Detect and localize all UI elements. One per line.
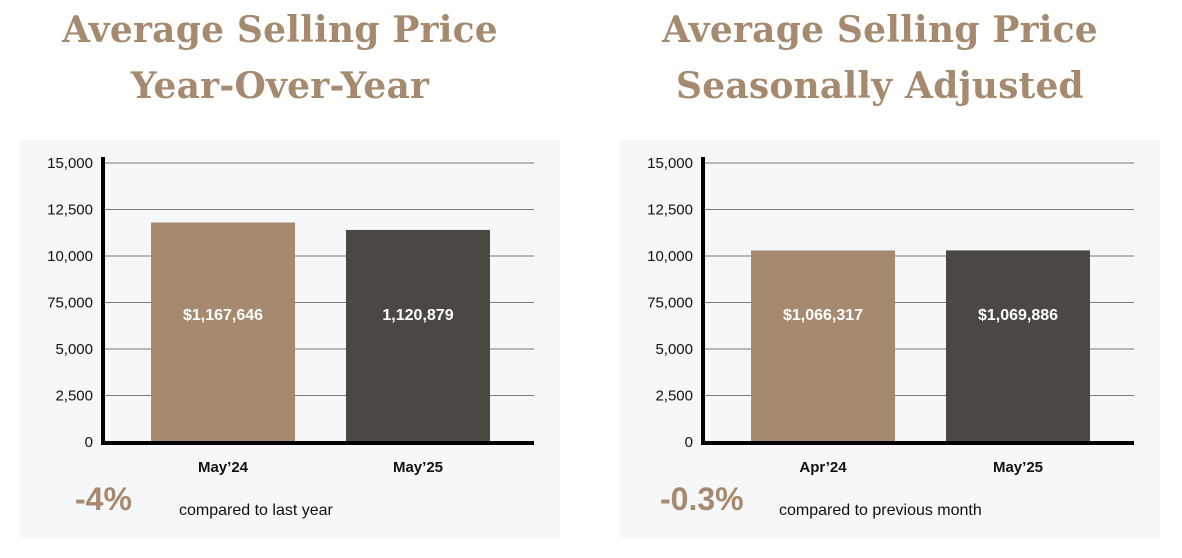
y-tick-label: 5,000 <box>655 341 693 358</box>
x-tick-label: May’25 <box>393 459 443 476</box>
y-tick-label: 0 <box>685 434 693 451</box>
y-tick-label: 2,500 <box>655 388 693 405</box>
bar-data-label: $1,167,646 <box>183 307 263 324</box>
x-tick-label: Apr’24 <box>799 459 847 476</box>
chart-title-line-2: Seasonally Adjusted <box>676 65 1084 107</box>
x-tick-label: May’24 <box>198 459 249 476</box>
chart-card: 0 2,500 5,000 75,000 10,000 12,500 15,000 $1,06… <box>620 140 1160 538</box>
bar <box>946 250 1090 442</box>
y-tick-label: 75,000 <box>647 295 693 312</box>
bar-data-label: $1,066,317 <box>783 307 863 324</box>
chart-title: Average Selling Price Seasonally Adjuste… <box>600 2 1160 114</box>
chart-title-line-2: Year-Over-Year <box>130 65 430 107</box>
y-tick-label: 15,000 <box>647 155 693 172</box>
y-tick-label: 75,000 <box>47 295 93 312</box>
panel-year-over-year: Average Selling Price Year-Over-Year 0 2,… <box>0 0 560 558</box>
chart-card: 0 2,500 5,000 75,000 10,000 12,500 15,000 $1,16… <box>20 140 560 538</box>
chart-title: Average Selling Price Year-Over-Year <box>0 2 560 114</box>
change-percent: -4% <box>75 481 132 517</box>
compare-text: compared to last year <box>179 502 333 519</box>
bar <box>751 250 895 442</box>
y-tick-label: 5,000 <box>55 341 93 358</box>
bar-data-label: $1,069,886 <box>978 307 1058 324</box>
panel-seasonally-adjusted: Average Selling Price Seasonally Adjuste… <box>600 0 1160 558</box>
y-tick-label: 15,000 <box>47 155 93 172</box>
y-tick-label: 2,500 <box>55 388 93 405</box>
x-tick-label: May’25 <box>993 459 1043 476</box>
y-tick-label: 10,000 <box>47 248 93 265</box>
bar <box>346 229 490 442</box>
bar-chart: 0 2,500 5,000 75,000 10,000 12,500 15,000 $1,16… <box>47 155 534 476</box>
change-percent: -0.3% <box>660 481 744 517</box>
chart-title-line-1: Average Selling Price <box>662 9 1098 51</box>
y-tick-label: 0 <box>85 434 93 451</box>
chart-title-line-1: Average Selling Price <box>62 9 498 51</box>
bar-chart: 0 2,500 5,000 75,000 10,000 12,500 15,000 $1,06… <box>647 155 1134 476</box>
y-tick-label: 12,500 <box>647 202 693 219</box>
bar <box>151 222 295 442</box>
y-tick-label: 10,000 <box>647 248 693 265</box>
bar-data-label: 1,120,879 <box>382 307 453 324</box>
compare-text: compared to previous month <box>779 502 982 519</box>
y-tick-label: 12,500 <box>47 202 93 219</box>
